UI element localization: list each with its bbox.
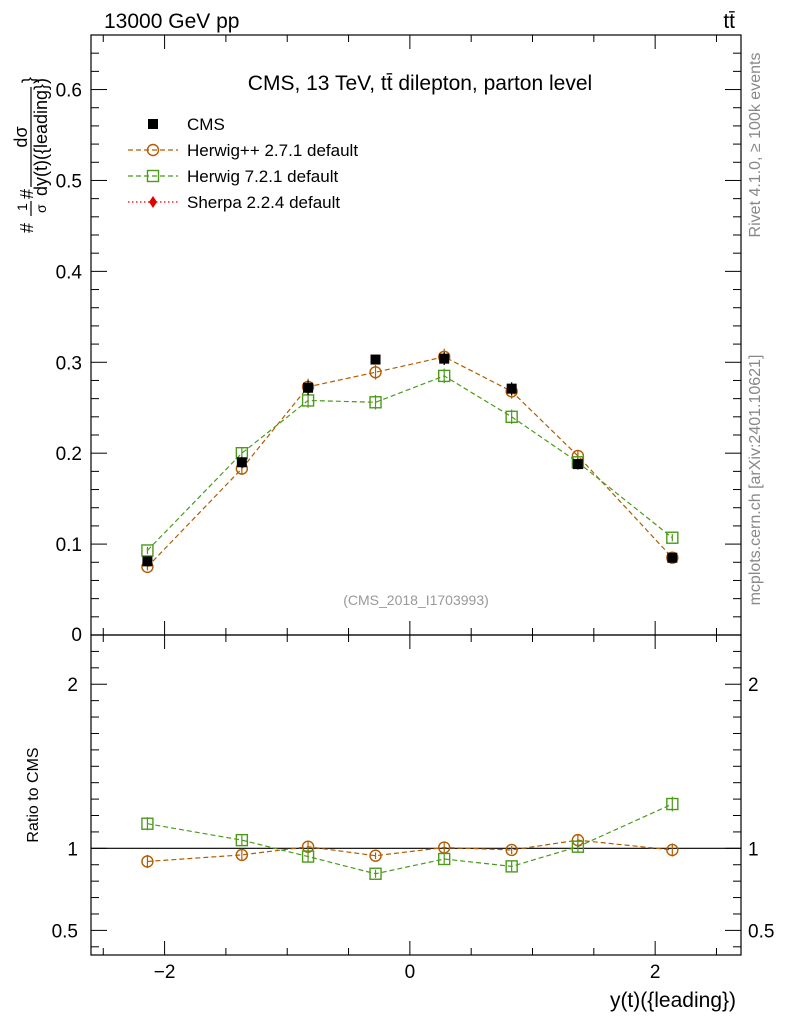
ratio-tick-label-right: 1 <box>748 839 759 860</box>
x-tick-label: 0 <box>405 962 416 983</box>
y-tick-label: 0.6 <box>56 81 82 102</box>
ratio-tick-label-left: 2 <box>67 675 78 696</box>
data-point <box>506 383 517 394</box>
rivet-version-label: Rivet 4.1.0, ≥ 100k events <box>747 53 764 238</box>
x-tick-label: 2 <box>650 962 661 983</box>
ylabel-hash-1: # <box>17 223 37 233</box>
ylabel-close: } <box>19 77 39 83</box>
ratio-tick-label-right: 0.5 <box>748 921 774 942</box>
legend-marker <box>149 196 157 208</box>
ylabel-num-2: dσ <box>11 126 31 147</box>
legend-entry: Sherpa 2.2.4 default <box>128 193 340 212</box>
ratio-point <box>141 855 154 868</box>
ratio-point <box>301 850 315 863</box>
ratio-frame <box>90 634 742 956</box>
x-axis-label: y(t)({leading}) <box>610 989 736 1012</box>
ratio-point <box>369 849 382 862</box>
data-point <box>141 544 154 557</box>
series-line-main <box>146 375 673 551</box>
series-lines <box>146 356 673 875</box>
axis-ticks: −2 0 2 0.1 0.2 0.3 0.4 0.5 0.6 0 0.5 0.5 1 1 2 2 <box>52 35 774 983</box>
y-tick-label: 0.5 <box>56 171 82 192</box>
legend-entry: CMS <box>148 115 225 134</box>
energy-label: 13000 GeV pp <box>104 10 239 33</box>
y-axis-label: # 1 σ # dσ dy(t)({leading}) } <box>11 77 51 233</box>
ratio-point <box>571 840 585 853</box>
data-point <box>667 552 678 563</box>
legend-label: Herwig 7.2.1 default <box>187 167 338 186</box>
legend-label: Sherpa 2.2.4 default <box>187 193 340 212</box>
y-tick-label: 0.2 <box>56 444 82 465</box>
ylabel-hash-2: # <box>17 189 37 199</box>
ratio-point <box>141 817 154 830</box>
ylabel-den-1: σ <box>33 204 49 213</box>
data-point <box>142 556 153 567</box>
legend-marker <box>146 143 160 157</box>
ratio-y-axis-label: Ratio to CMS <box>25 747 42 842</box>
ratio-point <box>666 797 679 811</box>
legend-label: CMS <box>187 115 225 134</box>
y-tick-label: 0.1 <box>56 535 82 556</box>
y-tick-label-zero: 0 <box>71 625 82 646</box>
data-point <box>439 353 450 364</box>
ylabel-num-1: 1 <box>14 203 30 211</box>
x-tick-label: −2 <box>154 962 176 983</box>
data-point <box>303 382 314 393</box>
y-tick-label: 0.3 <box>56 353 82 374</box>
ratio-tick-label-right: 2 <box>748 675 759 696</box>
legend: CMS Herwig++ 2.7.1 default Herwig 7.2.1 de… <box>128 115 358 212</box>
process-label: tt̄ <box>723 10 735 33</box>
series-line-main <box>146 356 673 568</box>
legend-marker <box>148 119 158 129</box>
data-point <box>370 354 381 365</box>
data-point <box>369 366 382 379</box>
data-point <box>438 369 451 383</box>
ratio-point <box>235 833 249 847</box>
mcplots-source-label: mcplots.cern.ch [arXiv:2401.10621] <box>747 355 764 606</box>
legend-marker <box>146 169 160 183</box>
y-tick-label: 0.4 <box>56 262 83 283</box>
data-point <box>369 396 382 409</box>
legend-label: Herwig++ 2.7.1 default <box>187 141 358 160</box>
ratio-tick-label-left: 1 <box>67 839 78 860</box>
legend-entry: Herwig 7.2.1 default <box>128 167 338 186</box>
ratio-point <box>505 860 518 873</box>
data-point <box>666 531 679 544</box>
data-point <box>505 410 518 424</box>
ratio-point <box>438 852 451 866</box>
ratio-point <box>505 843 518 857</box>
series-line-ratio <box>147 803 673 875</box>
data-markers <box>141 348 679 880</box>
analysis-id: (CMS_2018_I1703993) <box>343 592 489 608</box>
data-point <box>572 459 583 470</box>
ratio-point <box>235 848 249 862</box>
data-point <box>236 457 247 468</box>
ratio-point <box>369 867 382 880</box>
ratio-point <box>666 843 679 857</box>
series-line-ratio <box>147 839 673 863</box>
ylabel-den-2: dy(t)({leading}) <box>31 78 51 196</box>
chart-title: CMS, 13 TeV, tt̄ dilepton, parton level <box>248 72 592 95</box>
data-point <box>666 551 679 564</box>
legend-entry: Herwig++ 2.7.1 default <box>128 141 358 160</box>
ratio-tick-label-left: 0.5 <box>52 921 78 942</box>
